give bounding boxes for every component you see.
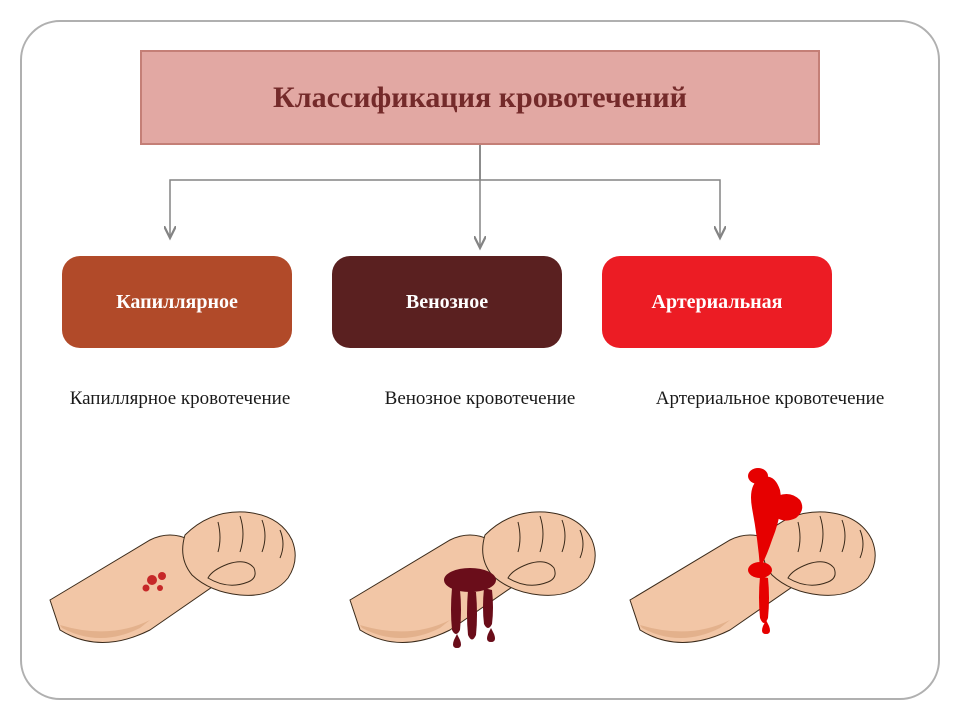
- category-box-2: Артериальная: [602, 256, 832, 348]
- illustration-capillary: [40, 430, 320, 650]
- category-label: Капиллярное: [116, 291, 238, 314]
- category-label: Венозное: [406, 291, 488, 314]
- caption-0: Капиллярное кровотечение: [30, 388, 330, 410]
- illustration-arterial: [620, 430, 900, 650]
- caption-2: Артериальное кровотечение: [620, 388, 920, 410]
- caption-1: Венозное кровотечение: [330, 388, 630, 410]
- category-box-1: Венозное: [332, 256, 562, 348]
- category-label: Артериальная: [652, 291, 783, 314]
- category-box-0: Капиллярное: [62, 256, 292, 348]
- illustration-venous: [340, 430, 620, 650]
